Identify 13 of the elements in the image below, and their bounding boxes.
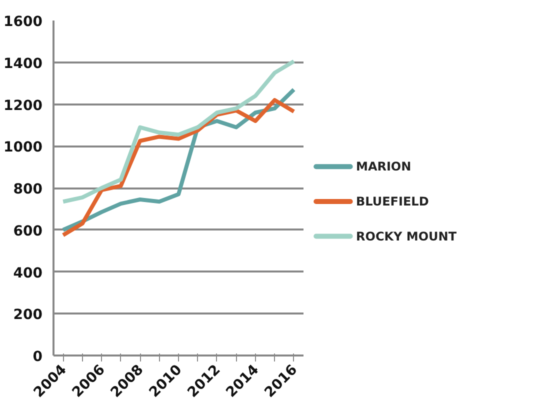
y-tick-label: 0 xyxy=(32,349,43,365)
y-tick-label: 600 xyxy=(13,223,43,240)
line-series xyxy=(61,59,296,204)
y-tick-label: 1400 xyxy=(4,56,43,72)
legend-label: MARION xyxy=(356,160,412,174)
y-tick-label: 400 xyxy=(13,265,43,282)
y-tick-label: 1200 xyxy=(4,98,43,114)
y-tick-label: 1000 xyxy=(4,140,43,156)
legend-label: ROCKY MOUNT xyxy=(356,229,458,244)
y-tick-label: 1600 xyxy=(4,14,43,30)
y-tick-label: 800 xyxy=(13,182,43,198)
y-tick-label: 200 xyxy=(13,307,43,324)
legend-label: BLUEFIELD xyxy=(356,194,429,208)
